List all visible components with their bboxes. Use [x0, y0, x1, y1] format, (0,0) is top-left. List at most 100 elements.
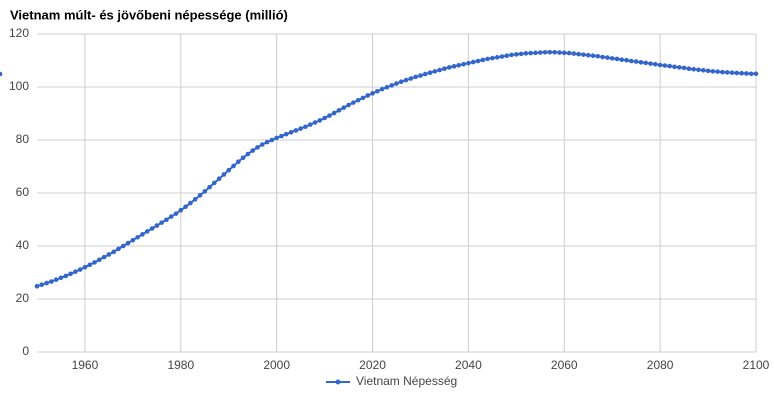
data-point — [432, 69, 438, 74]
data-point — [360, 95, 366, 101]
data-point — [49, 279, 54, 284]
data-point — [159, 220, 164, 225]
data-point — [317, 118, 323, 123]
x-tick-label: 2020 — [359, 358, 386, 372]
data-point — [226, 167, 232, 173]
data-point — [168, 214, 174, 219]
data-point — [648, 61, 653, 66]
y-tick-label: 60 — [16, 185, 30, 199]
data-point — [533, 50, 538, 56]
data-point — [753, 71, 759, 77]
data-point — [384, 84, 390, 90]
data-point — [600, 54, 605, 60]
data-point — [312, 120, 318, 125]
data-point — [279, 133, 284, 139]
data-point — [705, 68, 711, 74]
data-point — [375, 88, 380, 94]
data-point — [475, 58, 481, 64]
data-point — [101, 254, 107, 260]
data-point — [202, 189, 208, 194]
data-point — [216, 176, 222, 181]
data-point — [394, 81, 399, 86]
data-point — [274, 135, 279, 141]
data-point — [734, 70, 740, 76]
data-point — [480, 57, 486, 63]
data-point — [528, 50, 534, 56]
data-point — [120, 243, 126, 249]
data-point — [710, 69, 716, 74]
data-point — [451, 64, 457, 69]
data-point — [490, 55, 495, 61]
data-point — [614, 56, 620, 62]
data-point — [744, 71, 749, 76]
data-point — [197, 193, 203, 198]
data-point — [346, 102, 351, 108]
data-point — [298, 126, 303, 131]
data-point — [336, 108, 342, 113]
data-point — [34, 283, 40, 289]
data-point — [212, 180, 217, 186]
chart-title: Vietnam múlt- és jövőbeni népessége (mil… — [10, 7, 288, 22]
x-tick-label: 2000 — [263, 358, 290, 372]
data-point — [154, 223, 160, 228]
data-point — [130, 237, 136, 243]
data-point — [236, 159, 241, 165]
data-point — [58, 275, 64, 281]
data-point — [724, 70, 730, 75]
data-point — [125, 240, 131, 246]
data-point — [183, 204, 188, 210]
data-point — [547, 49, 553, 55]
data-point — [677, 65, 682, 70]
data-point — [207, 184, 212, 190]
data-point — [561, 50, 567, 56]
data-point — [341, 105, 347, 110]
data-point — [696, 67, 701, 73]
data-point — [255, 145, 260, 150]
data-point — [398, 79, 404, 84]
data-point — [466, 60, 471, 66]
data-point — [0, 71, 3, 77]
data-point — [427, 70, 433, 75]
data-point — [53, 277, 59, 282]
data-point — [494, 55, 500, 60]
data-point — [609, 56, 615, 61]
data-point — [446, 65, 452, 70]
data-point — [188, 200, 193, 206]
data-point — [269, 137, 275, 143]
data-point — [63, 273, 69, 279]
data-point — [595, 53, 601, 59]
legend-marker — [335, 379, 341, 385]
data-point — [77, 267, 83, 272]
data-point — [44, 280, 49, 286]
data-point — [638, 60, 644, 65]
data-point — [538, 50, 543, 55]
x-tick-label: 2040 — [455, 358, 482, 372]
data-point — [662, 63, 668, 68]
data-point — [461, 61, 466, 67]
data-point — [231, 163, 236, 169]
data-point — [566, 50, 572, 56]
data-point — [259, 142, 265, 147]
y-tick-label: 80 — [16, 132, 30, 146]
data-point — [240, 155, 246, 161]
data-point — [643, 60, 649, 66]
data-point — [87, 262, 93, 268]
x-tick-label: 2060 — [551, 358, 578, 372]
data-point — [111, 249, 116, 255]
data-point — [293, 128, 299, 133]
data-point — [590, 53, 596, 59]
data-point — [164, 217, 169, 223]
data-point — [442, 66, 447, 72]
data-point — [39, 282, 45, 287]
data-point — [245, 151, 251, 157]
data-point — [403, 77, 409, 83]
data-point — [653, 61, 658, 67]
x-tick-label: 2100 — [743, 358, 770, 372]
data-point — [485, 56, 490, 62]
data-point — [82, 264, 88, 270]
data-point — [686, 66, 692, 72]
data-point — [144, 229, 150, 234]
data-point — [351, 100, 356, 105]
data-point — [509, 52, 514, 58]
